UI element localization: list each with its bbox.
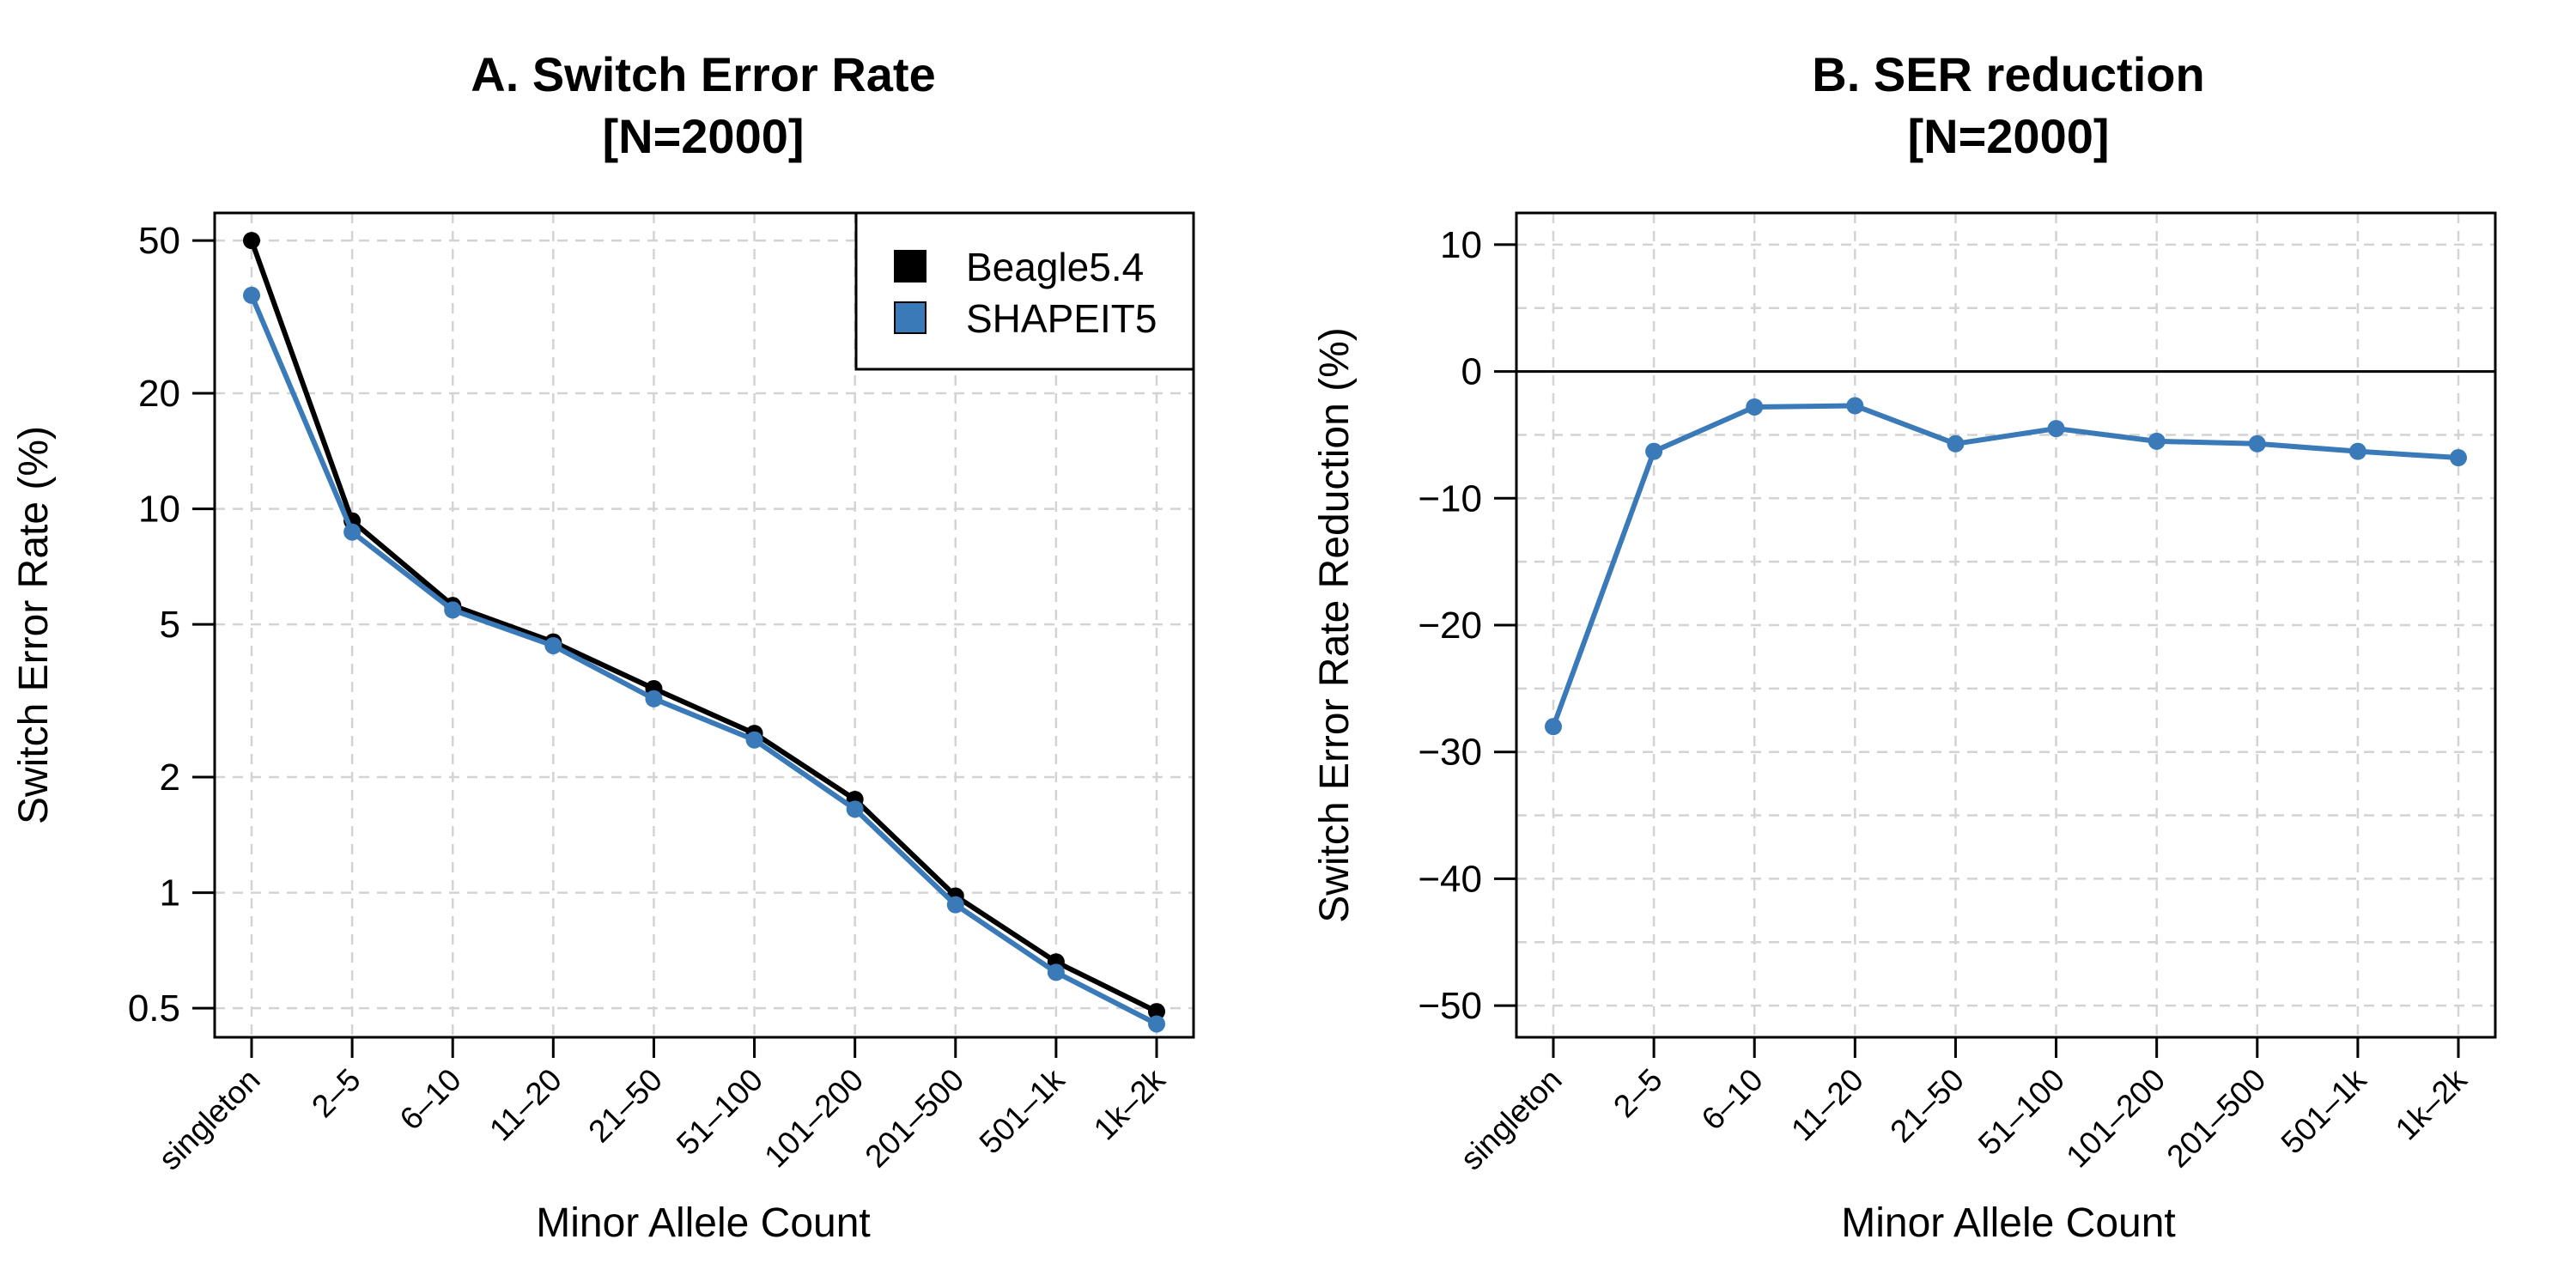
data-point [544,636,562,654]
panel-a-x-axis: singleton 2–5 6–10 11–20 21–50 51–100101–2002… [152,1037,1172,1176]
series-line [249,240,1158,1014]
y-tick-label: 0.5 [128,987,180,1030]
legend-label-shapeit: SHAPEIT5 [966,296,1157,341]
legend-box [854,211,1195,371]
data-point [846,800,864,818]
data-point [243,232,260,250]
panel-a-x-axis-title: Minor Allele Count [536,1200,871,1246]
y-tick-label: 1 [160,872,180,914]
data-point [745,731,763,749]
panel-b-subtitle: [N=2000] [1907,109,2109,163]
y-tick-label: 2 [160,756,180,799]
series-line [249,294,1158,1027]
x-tick-label: 101–200 [2059,1062,2172,1175]
y-tick-label: 10 [1440,224,1482,266]
panel-b-y-axis-title: Switch Error Rate Reduction (%) [1312,327,1358,923]
panel-b-series [1545,397,2467,736]
panel-b-title: B. SER reduction [1812,47,2204,101]
data-point [1047,963,1065,981]
y-tick-label: 20 [138,373,180,415]
data-point [1746,398,1764,416]
data-point [444,601,462,619]
legend-label-beagle: Beagle5.4 [966,245,1144,289]
data-point [1645,442,1663,460]
panel-b-x-axis-title: Minor Allele Count [1841,1200,2176,1246]
panel-a-y-axis-title: Switch Error Rate (%) [11,426,57,824]
x-tick-label: 501–1k [973,1061,1072,1160]
panel-a-series [243,232,1165,1033]
x-tick-label: 51–100 [670,1062,769,1162]
panel-b-gridlines [1516,213,2495,1037]
data-point [243,286,260,304]
data-point [2450,449,2467,467]
y-tick-label: −30 [1418,732,1482,774]
data-point [1545,718,1562,736]
y-tick-label: −40 [1418,858,1482,900]
y-tick-label: 50 [138,220,180,262]
y-tick-label: 10 [138,489,180,531]
x-tick-label: 21–50 [581,1062,669,1150]
x-tick-label: 6–10 [1695,1062,1770,1137]
data-point [645,690,663,708]
x-tick-label: 6–10 [393,1062,468,1137]
panel-a-legend: Beagle5.4 SHAPEIT5 [854,211,1195,371]
y-tick-label: 5 [160,604,180,646]
panel-a-y-axis: 50 20 10 5 2 1 0.5 [128,220,215,1030]
data-point [2148,432,2166,450]
x-tick-label: 11–20 [483,1062,568,1148]
y-tick-label: −10 [1418,477,1482,519]
panel-a-subtitle: [N=2000] [602,109,804,163]
data-point [2348,442,2366,460]
data-point [2248,434,2266,453]
x-tick-label: singleton [152,1062,267,1177]
x-tick-label: 1k–2k [2389,1061,2474,1146]
y-tick-label: −20 [1418,605,1482,647]
panel-a-switch-error-rate: A. Switch Error Rate [N=2000] 5020105210… [11,47,1195,1246]
x-tick-label: 51–100 [1971,1062,2071,1162]
x-tick-label: singleton [1454,1062,1569,1177]
panel-b-y-axis: 10 0 −10 −20 −30 −40 −50 [1418,224,1516,1027]
data-point [1947,434,1965,453]
series-line [1551,403,2459,728]
x-tick-label: 201–500 [859,1062,971,1175]
data-point [1148,1015,1165,1033]
data-point [2047,420,2065,438]
x-tick-label: 2–5 [305,1062,368,1125]
x-tick-label: 2–5 [1607,1062,1669,1125]
x-tick-label: 11–20 [1784,1062,1870,1148]
x-tick-label: 501–1k [2275,1061,2373,1160]
data-point [946,896,964,914]
legend-swatch-shapeit [894,301,927,334]
x-tick-label: 101–200 [757,1062,870,1175]
panel-b-x-axis: singleton 2–5 6–10 11–20 21–50 51–100101–2002… [1454,1037,2474,1176]
x-tick-label: 1k–2k [1087,1061,1172,1146]
y-tick-label: −50 [1418,985,1482,1027]
x-tick-label: 21–50 [1883,1062,1971,1150]
data-point [1148,1003,1165,1021]
data-point [1846,397,1864,415]
panel-a-title: A. Switch Error Rate [471,47,935,101]
data-point [343,523,361,541]
x-tick-label: 201–500 [2160,1062,2273,1175]
y-tick-label: 0 [1461,351,1482,393]
panel-b-ser-reduction: B. SER reduction [N=2000] 10 0 −10 −20 −30 −4… [1312,47,2497,1246]
legend-swatch-beagle [894,250,927,283]
